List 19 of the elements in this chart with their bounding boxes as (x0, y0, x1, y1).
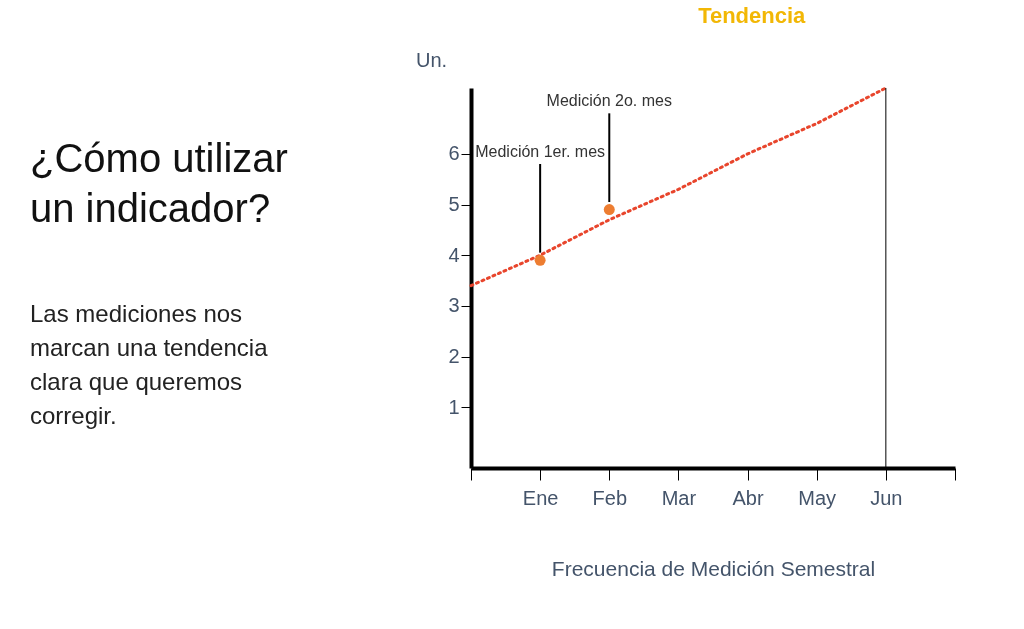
x-tick-label: Mar (661, 486, 697, 509)
text: Tendencia (698, 3, 807, 28)
y-tick-label: 5 (448, 193, 460, 216)
x-tick-label: Abr (732, 486, 764, 509)
x-axis-title: Frecuencia de Medición Semestral (551, 556, 876, 580)
text: ¿Cómo utilizar un indicador? (30, 136, 288, 230)
x-tick-label: Ene (522, 486, 559, 509)
text: Las mediciones nos marcan una tendencia clara que queremos corregir. (30, 300, 269, 429)
y-tick-label: 2 (448, 345, 460, 368)
x-tick-label: May (798, 486, 837, 509)
annotation: Medición 1er. mes (475, 143, 606, 160)
y-tick-label: 6 (448, 142, 460, 165)
x-tick-label: Jun (870, 486, 903, 509)
annotation: Medición 2o. mes (546, 92, 672, 110)
x-tick-label: Feb (592, 486, 628, 509)
y-axis-title: Un. (415, 48, 448, 71)
y-tick-label: 1 (448, 395, 460, 418)
y-tick-label: 3 (448, 294, 460, 317)
y-tick-label: 4 (448, 243, 460, 266)
